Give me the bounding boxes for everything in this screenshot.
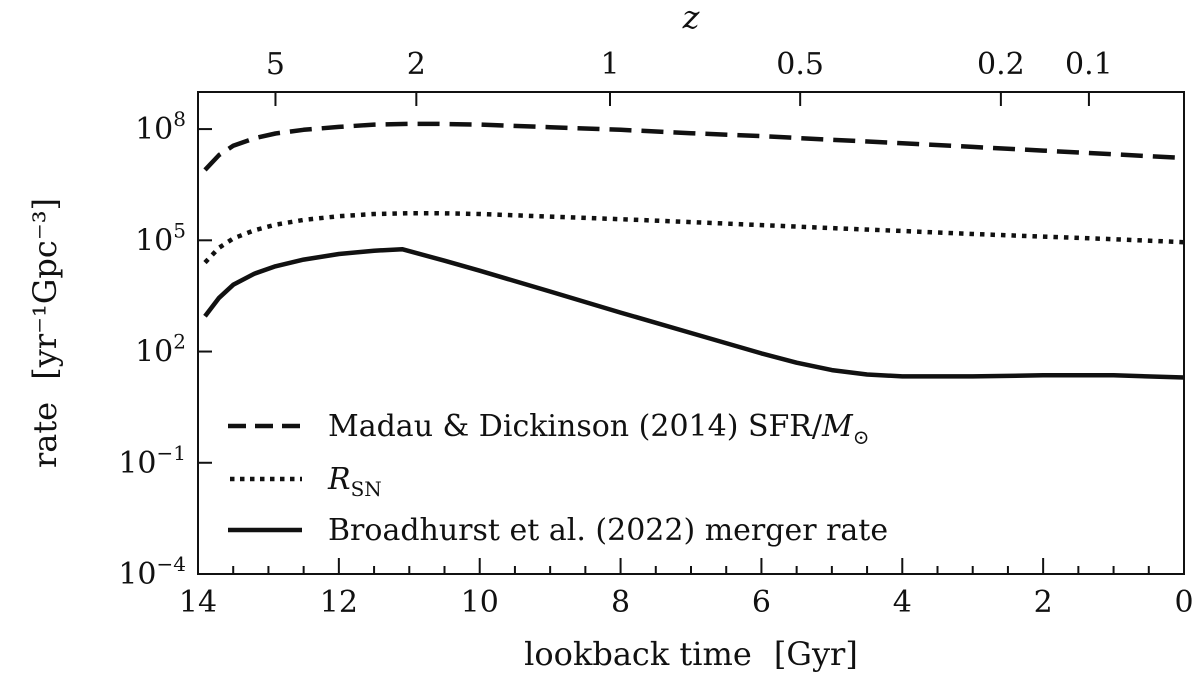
legend-label-rsn: RSN [327,462,382,501]
series-line-broadhurst [203,246,1185,380]
top-tick-label: 5 [266,47,285,82]
y-tick-base: 10 [118,557,156,592]
legend-madau-mass: M [821,409,854,444]
top-tick-label: 2 [407,47,426,82]
legend-rsn-r: R [327,462,351,497]
y-tick-label: 10−4 [118,552,186,592]
y-tick-label: 105 [135,218,186,258]
legend-entry-broadhurst: Broadhurst et al. (2022) merger rate [228,513,888,548]
y-tick-base: 10 [118,446,156,481]
x-tick-label: 2 [1034,585,1053,620]
legend-madau-text: Madau & Dickinson (2014) SFR/ [328,409,823,444]
x-tick-label: 0 [1174,585,1193,620]
top-tick-label: 0.2 [977,47,1025,82]
legend-rsn-sub: SN [351,477,382,501]
y-tick-exponent: 5 [173,218,186,242]
legend-madau-sun: ⊙ [853,425,870,449]
top-axis: 5 2 1 0.5 0.2 0.1 [266,47,1113,106]
bottom-axis: 14 12 10 8 6 4 2 0 [179,558,1194,620]
top-axis-title: z [682,0,701,36]
y-tick-base: 10 [135,223,173,258]
plot-area [197,91,1185,575]
y-tick-exponent: −4 [157,552,186,576]
x-tick-label: 12 [320,585,358,620]
y-axis-label: rate [26,402,64,468]
y-tick-base: 10 [135,112,173,147]
y-tick-base: 10 [135,335,173,370]
x-axis-title: lookback time [Gyr] [524,635,858,673]
legend-entry-madau: Madau & Dickinson (2014) SFR/M⊙ [228,409,870,449]
y-axis-unit: [yr⁻¹Gpc⁻³] [26,198,64,380]
legend-entry-rsn: RSN [230,462,382,501]
x-tick-label: 14 [179,585,217,620]
top-tick-label: 1 [600,47,619,82]
legend-label-broadhurst: Broadhurst et al. (2022) merger rate [328,513,888,548]
x-tick-label: 10 [461,585,499,620]
y-tick-exponent: −1 [157,441,186,465]
series-layer [203,121,1185,380]
legend: Madau & Dickinson (2014) SFR/M⊙ RSN Broa… [228,409,888,548]
y-axis-title: rate [yr⁻¹Gpc⁻³] [26,198,64,468]
top-tick-label: 0.1 [1065,47,1113,82]
y-tick-label: 102 [135,330,186,370]
y-tick-label: 108 [135,107,186,147]
y-tick-exponent: 8 [173,107,186,131]
series-line-madau [203,121,1185,172]
legend-label-madau: Madau & Dickinson (2014) SFR/M⊙ [328,409,870,449]
x-tick-label: 6 [752,585,771,620]
top-tick-label: 0.5 [776,47,824,82]
x-tick-label: 4 [893,585,912,620]
y-tick-exponent: 2 [173,330,186,354]
y-tick-label: 10−1 [118,441,186,481]
series-line-rsn [203,210,1185,265]
x-axis-unit: [Gyr] [774,635,858,673]
x-axis-label: lookback time [524,635,752,673]
x-tick-label: 8 [611,585,630,620]
